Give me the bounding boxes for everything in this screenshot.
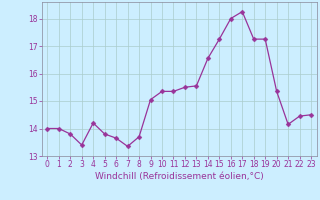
X-axis label: Windchill (Refroidissement éolien,°C): Windchill (Refroidissement éolien,°C) [95,172,264,181]
